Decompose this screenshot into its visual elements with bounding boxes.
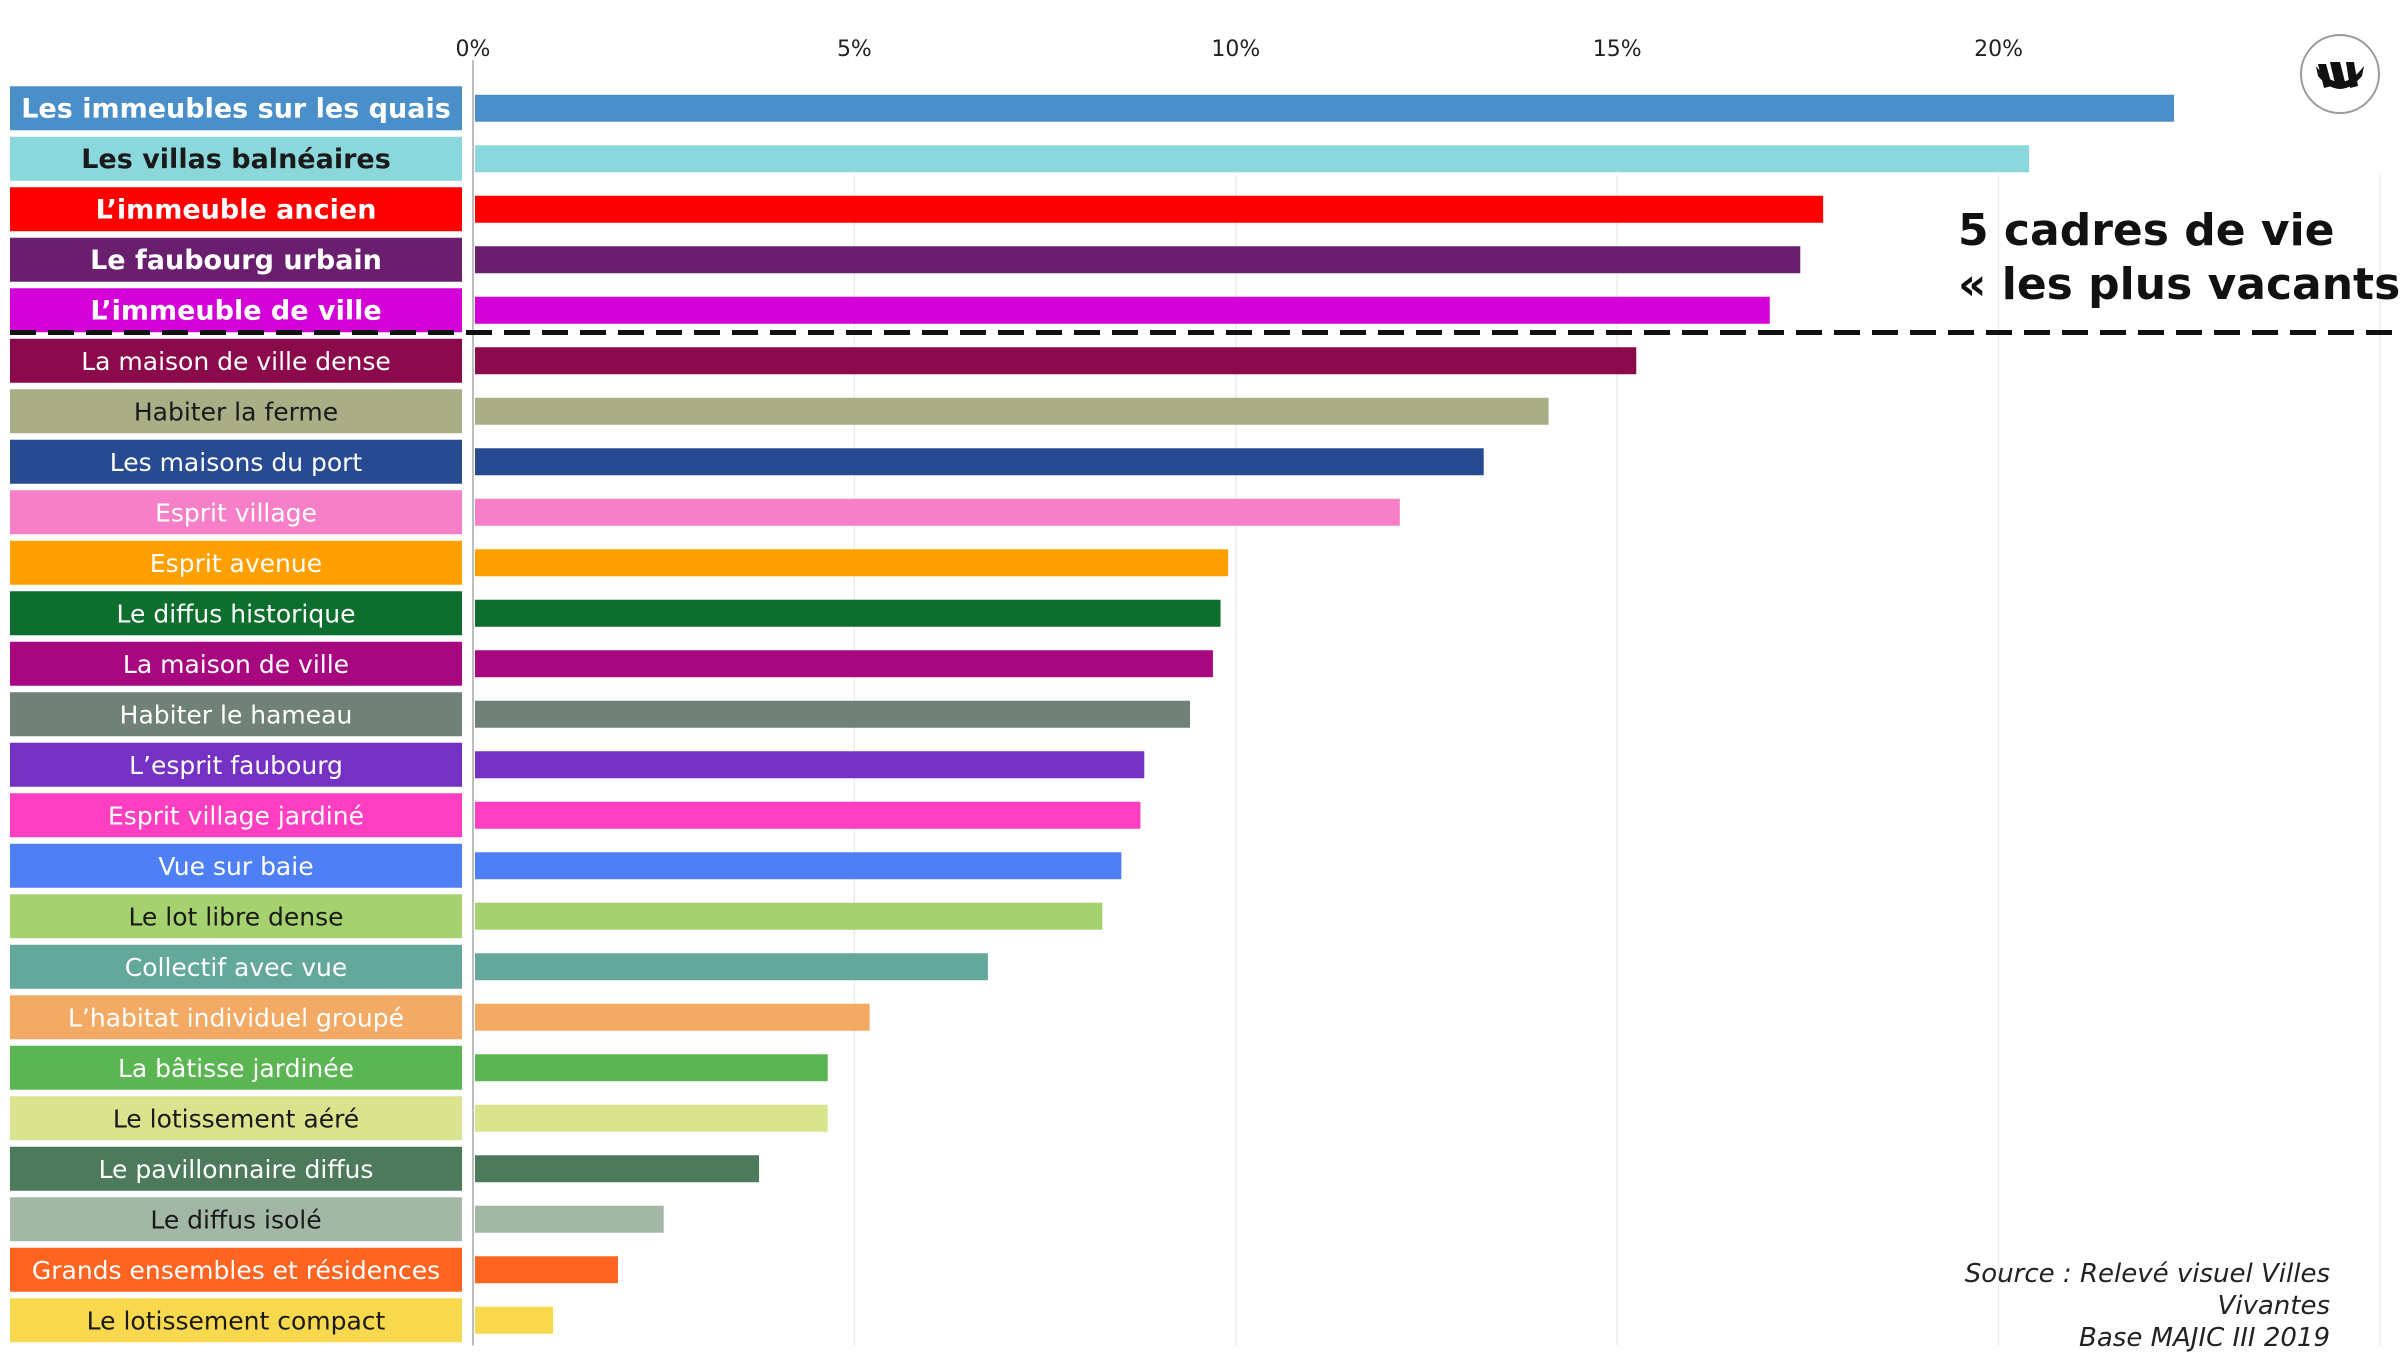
category-label: Le pavillonnaire diffus: [99, 1155, 374, 1184]
x-tick-label: 0%: [456, 37, 491, 62]
bar: [475, 902, 1103, 930]
category-label-box: [10, 136, 462, 181]
annotation-line-2: « les plus vacants »: [1958, 259, 2400, 310]
bar: [475, 195, 1824, 223]
category-label: L’immeuble de ville: [90, 295, 381, 326]
category-label-box: [10, 288, 462, 333]
category-label-box: [10, 995, 462, 1040]
bar: [475, 145, 2030, 173]
bar: [475, 1104, 828, 1132]
category-label-box: [10, 894, 462, 939]
bar: [475, 1155, 760, 1183]
bar: [475, 751, 1145, 779]
category-label: Habiter la ferme: [134, 397, 338, 426]
category-label: Habiter le hameau: [120, 700, 353, 729]
category-label-box: [10, 86, 462, 131]
bar: [475, 650, 1213, 678]
category-label: Les immeubles sur les quais: [21, 93, 451, 124]
category-label-box: [10, 692, 462, 737]
source-line-3: Base MAJIC III 2019: [2079, 1323, 2330, 1353]
category-label-box: [10, 338, 462, 383]
bar: [475, 852, 1122, 880]
category-label-box: [10, 1146, 462, 1191]
category-label-box: [10, 490, 462, 535]
bar: [475, 246, 1801, 274]
category-label-box: [10, 439, 462, 484]
category-label-box: [10, 793, 462, 838]
category-label-box: [10, 591, 462, 636]
category-label: Le lotissement compact: [87, 1306, 386, 1335]
x-tick-label: 20%: [1974, 37, 2023, 62]
bar: [475, 498, 1400, 526]
source-note: Source : Relevé visuel Villes Vivantes B…: [1850, 1258, 2330, 1354]
category-label: L’habitat individuel groupé: [68, 1003, 404, 1032]
category-label-box: [10, 1197, 462, 1242]
bar: [475, 347, 1637, 375]
category-label-box: [10, 843, 462, 888]
category-label: Esprit village jardiné: [108, 801, 364, 830]
category-label: L’immeuble ancien: [96, 194, 377, 225]
category-label-box: [10, 237, 462, 282]
villes-vivantes-logo-icon: [2300, 34, 2380, 114]
bar: [475, 700, 1191, 728]
bar: [475, 1306, 554, 1334]
category-label: Les villas balnéaires: [81, 144, 391, 175]
bar: [475, 397, 1549, 425]
category-labels: Les immeubles sur les quais Les villas ba…: [10, 86, 462, 1343]
category-label: Le diffus historique: [117, 599, 356, 628]
category-label-box: [10, 1298, 462, 1343]
x-tick-label: 10%: [1211, 37, 1260, 62]
x-tick-label: 15%: [1593, 37, 1642, 62]
category-label-box: [10, 540, 462, 585]
x-tick-label: 5%: [837, 37, 872, 62]
bar: [475, 1054, 828, 1082]
category-label-box: [10, 1247, 462, 1292]
category-label-box: [10, 1096, 462, 1141]
bar: [475, 953, 988, 981]
category-label-box: [10, 742, 462, 787]
category-label: Les maisons du port: [110, 448, 363, 477]
category-label: Le lot libre dense: [128, 902, 343, 931]
bar: [475, 801, 1141, 829]
bar: [475, 1003, 870, 1031]
source-line-2: Vivantes: [2217, 1291, 2330, 1321]
category-label: Le faubourg urbain: [90, 245, 382, 276]
category-label: Esprit village: [155, 498, 317, 527]
category-label: Vue sur baie: [158, 852, 313, 881]
bar: [475, 599, 1221, 627]
source-line-1: Source : Relevé visuel Villes: [1964, 1259, 2330, 1289]
bar: [475, 94, 2175, 122]
category-label: Le lotissement aéré: [113, 1104, 359, 1133]
category-label-box: [10, 389, 462, 434]
bar: [475, 296, 1770, 324]
bar: [475, 1256, 618, 1284]
category-label-box: [10, 187, 462, 232]
category-label: Grands ensembles et résidences: [32, 1256, 440, 1285]
category-label: L’esprit faubourg: [129, 751, 343, 780]
bar: [475, 549, 1229, 577]
category-label: La maison de ville: [123, 650, 349, 679]
category-label-box: [10, 641, 462, 686]
category-label: Esprit avenue: [150, 549, 322, 578]
category-label-box: [10, 944, 462, 989]
bars: [475, 94, 2175, 1334]
x-axis-ticks: 0% 5% 10% 15% 20%: [456, 37, 2024, 62]
category-label: Le diffus isolé: [150, 1205, 321, 1234]
annotation-line-1: 5 cadres de vie: [1958, 205, 2335, 256]
category-label: Collectif avec vue: [125, 953, 347, 982]
category-label: La maison de ville dense: [81, 347, 391, 376]
category-label: La bâtisse jardinée: [118, 1054, 354, 1083]
bar: [475, 448, 1484, 476]
annotation: 5 cadres de vie « les plus vacants »: [1958, 204, 2400, 312]
category-label-box: [10, 1045, 462, 1090]
bar: [475, 1205, 664, 1233]
